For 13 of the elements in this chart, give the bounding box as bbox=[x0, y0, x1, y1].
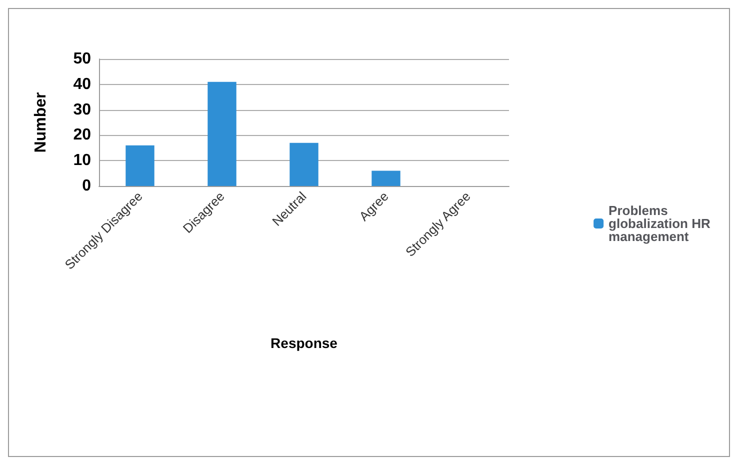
x-axis-title: Response bbox=[270, 335, 338, 351]
bar bbox=[126, 145, 154, 186]
y-tick-label: 30 bbox=[73, 101, 92, 118]
y-tick-label: 0 bbox=[82, 178, 92, 194]
bar bbox=[208, 82, 236, 186]
y-tick-label: 50 bbox=[73, 50, 92, 68]
y-tick-label: 10 bbox=[73, 152, 92, 170]
bar bbox=[372, 170, 400, 186]
y-tick-label: 20 bbox=[73, 126, 92, 144]
bar bbox=[290, 142, 318, 186]
legend-label: Problems globalization HR management bbox=[608, 203, 714, 244]
y-axis-title: Number bbox=[32, 92, 50, 153]
y-tick-label: 40 bbox=[73, 76, 92, 93]
